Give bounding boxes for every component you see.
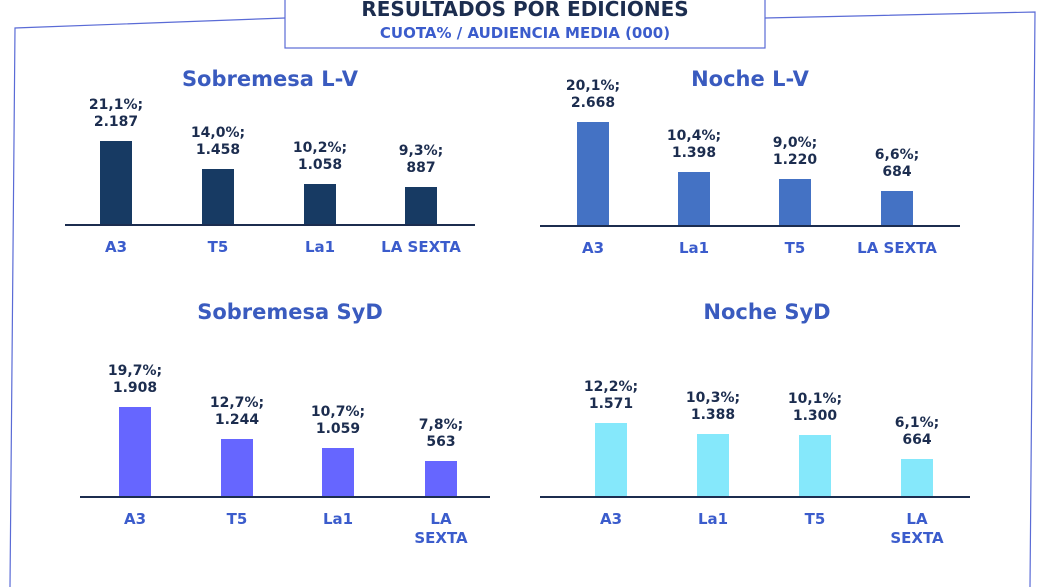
data-label: 14,0%; 1.458 [173,125,263,159]
chart-title: Sobremesa SyD [197,300,383,324]
bar [881,191,913,225]
bar [221,438,253,496]
value-label: 12,2%; [583,378,639,395]
data-label: 9,0%; 1.220 [750,135,840,169]
bar [577,122,609,225]
baseline [540,225,960,227]
data-label: 10,2%; 1.058 [275,140,365,174]
audience-label: 1.300 [792,408,838,425]
bar [119,407,151,496]
x-tick-label: LA SEXTA [381,238,461,256]
audience-label: 664 [902,432,932,449]
data-label: 9,3%; 887 [376,143,466,177]
bar [405,187,437,224]
bar [202,168,234,224]
bar [100,140,132,224]
bar [595,422,627,496]
x-tick-label: LA SEXTA [857,239,937,257]
chart-title: Noche SyD [703,300,831,324]
audience-label: 1.059 [315,420,361,437]
value-label: 10,4%; [666,127,722,144]
data-label: 10,4%; 1.398 [649,128,739,162]
x-tick-label: T5 [226,510,248,528]
audience-label: 1.398 [671,144,717,161]
value-label: 20,1%; [565,78,621,95]
value-label: 9,0%; [772,135,818,152]
data-label: 6,1%; 664 [872,415,962,449]
value-label: 12,7%; [209,394,265,411]
data-label: 19,7%; 1.908 [90,363,180,397]
chart-title: Sobremesa L-V [181,67,359,91]
audience-label: 1.388 [690,407,736,424]
value-label: 6,6%; [874,147,920,164]
value-label: 10,2%; [292,139,348,156]
data-label: 10,7%; 1.059 [293,404,383,438]
x-tick-label: T5 [784,239,806,257]
header-title: RESULTADOS POR EDICIONES [361,0,689,21]
data-label: 6,6%; 684 [852,147,942,181]
bar [425,460,457,496]
bar [779,179,811,225]
data-label: 20,1%; 2.668 [548,78,638,112]
value-label: 10,1%; [787,391,843,408]
x-tick-label: A3 [104,238,128,256]
x-tick-label: T5 [207,238,229,256]
value-label: 14,0%; [190,124,246,141]
bar [678,171,710,225]
data-label: 12,2%; 1.571 [566,379,656,413]
baseline [540,496,970,498]
data-label: 7,8%; 563 [396,417,486,451]
data-label: 10,1%; 1.300 [770,391,860,425]
value-label: 7,8%; [418,416,464,433]
audience-label: 684 [882,164,912,181]
audience-label: 2.668 [570,95,616,112]
x-tick-label: LA SEXTA [414,510,468,547]
x-tick-label: A3 [599,510,623,528]
value-label: 6,1%; [894,415,940,432]
bar [322,447,354,496]
value-label: 19,7%; [107,363,163,380]
x-tick-label: La1 [678,239,710,257]
bar [901,459,933,496]
header-subtitle: CUOTA% / AUDIENCIA MEDIA (000) [379,24,671,42]
data-label: 21,1%; 2.187 [71,97,161,131]
x-tick-label: A3 [581,239,605,257]
value-label: 10,3%; [685,390,741,407]
x-tick-label: A3 [123,510,147,528]
audience-label: 1.458 [195,141,241,158]
audience-label: 1.244 [214,411,260,428]
bar [697,434,729,496]
bar [799,435,831,496]
x-tick-label: La1 [697,510,729,528]
value-label: 9,3%; [398,143,444,160]
x-tick-label: LA SEXTA [890,510,944,547]
audience-label: 2.187 [93,113,139,130]
value-label: 21,1%; [88,96,144,113]
audience-label: 1.908 [112,380,158,397]
x-tick-label: La1 [322,510,354,528]
audience-label: 563 [426,433,456,450]
data-label: 12,7%; 1.244 [192,395,282,429]
x-tick-label: La1 [304,238,336,256]
data-label: 10,3%; 1.388 [668,390,758,424]
baseline [65,224,475,226]
value-label: 10,7%; [310,403,366,420]
audience-label: 1.571 [588,395,634,412]
x-tick-label: T5 [804,510,826,528]
chart-title: Noche L-V [691,67,809,91]
bar [304,183,336,224]
audience-label: 1.220 [772,152,818,169]
audience-label: 887 [406,160,436,177]
baseline [80,496,490,498]
audience-label: 1.058 [297,156,343,173]
